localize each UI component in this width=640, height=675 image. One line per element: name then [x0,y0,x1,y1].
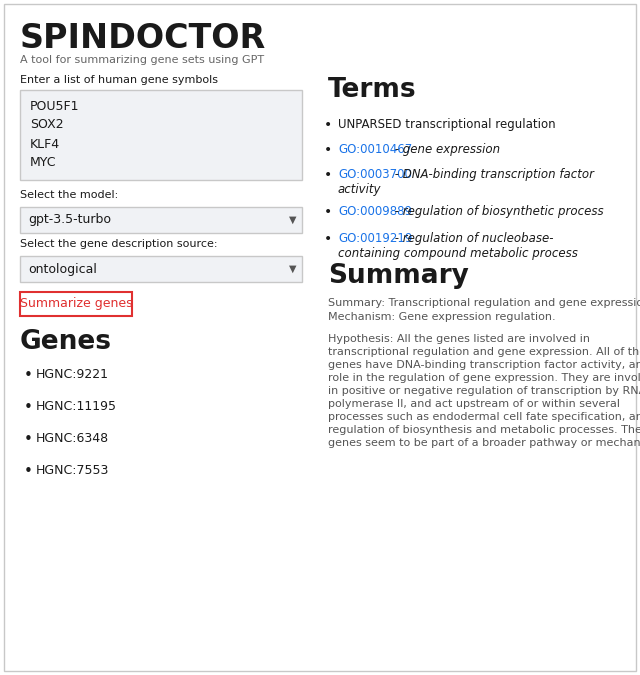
Text: Summary: Transcriptional regulation and gene expression.: Summary: Transcriptional regulation and … [328,298,640,308]
Text: regulation of biosynthesis and metabolic processes. These: regulation of biosynthesis and metabolic… [328,425,640,435]
Text: Mechanism: Gene expression regulation.: Mechanism: Gene expression regulation. [328,312,556,322]
Text: •: • [324,232,332,246]
Text: KLF4: KLF4 [30,138,60,151]
Text: HGNC:6348: HGNC:6348 [36,433,109,446]
Text: Summary: Summary [328,263,469,289]
Text: ▼: ▼ [289,215,296,225]
Bar [20,256,302,282]
Text: •: • [324,205,332,219]
Text: HGNC:11195: HGNC:11195 [36,400,117,414]
Text: UNPARSED transcriptional regulation: UNPARSED transcriptional regulation [338,118,556,131]
Text: - gene expression: - gene expression [391,143,500,156]
Text: polymerase II, and act upstream of or within several: polymerase II, and act upstream of or wi… [328,399,620,409]
Text: SOX2: SOX2 [30,119,63,132]
Text: in positive or negative regulation of transcription by RNA: in positive or negative regulation of tr… [328,386,640,396]
Text: POU5F1: POU5F1 [30,99,79,113]
Text: MYC: MYC [30,157,56,169]
Text: •: • [324,143,332,157]
Text: GO:0009889: GO:0009889 [338,205,412,218]
Text: Enter a list of human gene symbols: Enter a list of human gene symbols [20,75,218,85]
Text: •: • [24,367,33,383]
Text: ▼: ▼ [289,264,296,274]
Text: role in the regulation of gene expression. They are involved: role in the regulation of gene expressio… [328,373,640,383]
Text: - DNA-binding transcription factor: - DNA-binding transcription factor [391,168,594,181]
Text: •: • [324,168,332,182]
Text: HGNC:9221: HGNC:9221 [36,369,109,381]
Text: gpt-3.5-turbo: gpt-3.5-turbo [28,213,111,227]
Text: transcriptional regulation and gene expression. All of these: transcriptional regulation and gene expr… [328,347,640,357]
Text: •: • [24,400,33,414]
Text: SPINDOCTOR: SPINDOCTOR [20,22,266,55]
Text: genes seem to be part of a broader pathway or mechanism: genes seem to be part of a broader pathw… [328,438,640,448]
Text: •: • [24,464,33,479]
Text: Genes: Genes [20,329,112,355]
Text: HGNC:7553: HGNC:7553 [36,464,109,477]
Text: Select the gene description source:: Select the gene description source: [20,239,218,249]
Text: genes have DNA-binding transcription factor activity, and a: genes have DNA-binding transcription fac… [328,360,640,370]
Text: GO:0003700: GO:0003700 [338,168,412,181]
Text: •: • [324,118,332,132]
Bar [20,292,132,316]
Text: A tool for summarizing gene sets using GPT: A tool for summarizing gene sets using G… [20,55,264,65]
Text: Select the model:: Select the model: [20,190,118,200]
Text: containing compound metabolic process: containing compound metabolic process [338,247,578,260]
Text: activity: activity [338,183,381,196]
Text: ontological: ontological [28,263,97,275]
Bar [20,90,302,180]
Text: - regulation of nucleobase-: - regulation of nucleobase- [391,232,554,245]
Text: GO:0019219: GO:0019219 [338,232,412,245]
Bar [20,207,302,233]
Text: processes such as endodermal cell fate specification, and: processes such as endodermal cell fate s… [328,412,640,422]
Text: Terms: Terms [328,77,417,103]
Text: - regulation of biosynthetic process: - regulation of biosynthetic process [391,205,604,218]
Text: •: • [24,431,33,446]
Text: Hypothesis: All the genes listed are involved in: Hypothesis: All the genes listed are inv… [328,334,590,344]
Text: GO:0010467: GO:0010467 [338,143,412,156]
Text: Summarize genes: Summarize genes [20,298,132,310]
